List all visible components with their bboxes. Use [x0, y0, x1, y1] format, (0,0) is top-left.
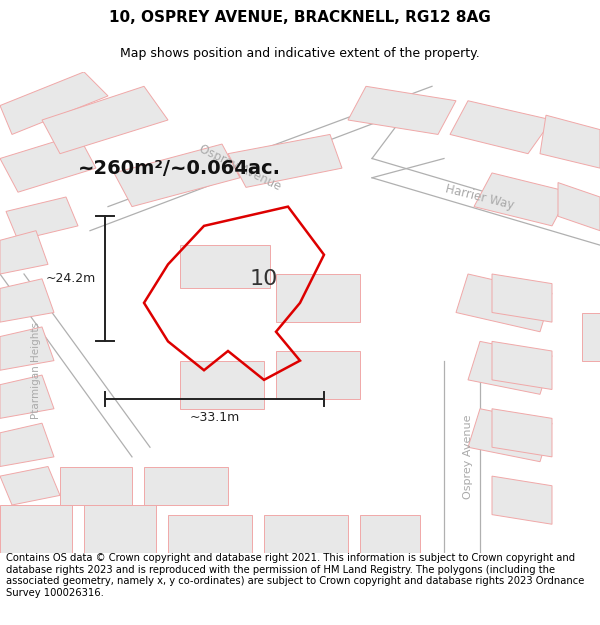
Polygon shape — [0, 466, 60, 505]
Polygon shape — [468, 341, 552, 394]
Text: ~260m²/~0.064ac.: ~260m²/~0.064ac. — [78, 159, 281, 177]
Polygon shape — [582, 312, 600, 361]
Text: Osprey Avenue: Osprey Avenue — [197, 142, 283, 194]
Text: Contains OS data © Crown copyright and database right 2021. This information is : Contains OS data © Crown copyright and d… — [6, 553, 584, 598]
Text: 10, OSPREY AVENUE, BRACKNELL, RG12 8AG: 10, OSPREY AVENUE, BRACKNELL, RG12 8AG — [109, 11, 491, 26]
Polygon shape — [0, 423, 54, 466]
Polygon shape — [228, 134, 342, 188]
Text: Osprey Avenue: Osprey Avenue — [463, 414, 473, 499]
Polygon shape — [540, 115, 600, 168]
Polygon shape — [492, 341, 552, 389]
Polygon shape — [492, 476, 552, 524]
Polygon shape — [348, 86, 456, 134]
Polygon shape — [0, 279, 54, 322]
Polygon shape — [180, 361, 264, 409]
Polygon shape — [360, 514, 420, 553]
Polygon shape — [0, 327, 54, 370]
Polygon shape — [180, 245, 270, 289]
Text: 10: 10 — [250, 269, 278, 289]
Polygon shape — [144, 466, 228, 505]
Text: ~33.1m: ~33.1m — [190, 411, 239, 424]
Polygon shape — [114, 144, 240, 207]
Polygon shape — [6, 197, 78, 240]
Polygon shape — [276, 274, 360, 322]
Polygon shape — [0, 231, 48, 274]
Text: Harrier Way: Harrier Way — [445, 182, 515, 212]
Text: Ptarmigan Heights: Ptarmigan Heights — [31, 322, 41, 419]
Polygon shape — [276, 351, 360, 399]
Polygon shape — [0, 72, 108, 134]
Polygon shape — [468, 409, 552, 462]
Polygon shape — [168, 514, 252, 553]
Polygon shape — [0, 375, 54, 418]
Polygon shape — [450, 101, 552, 154]
Polygon shape — [456, 274, 552, 332]
Polygon shape — [0, 134, 96, 192]
Polygon shape — [42, 86, 168, 154]
Polygon shape — [492, 274, 552, 322]
Text: Map shows position and indicative extent of the property.: Map shows position and indicative extent… — [120, 48, 480, 61]
Polygon shape — [60, 466, 132, 505]
Polygon shape — [0, 505, 72, 553]
Polygon shape — [474, 173, 570, 226]
Text: ~24.2m: ~24.2m — [46, 272, 96, 285]
Polygon shape — [84, 505, 156, 553]
Polygon shape — [558, 182, 600, 231]
Polygon shape — [492, 409, 552, 457]
Polygon shape — [264, 514, 348, 553]
